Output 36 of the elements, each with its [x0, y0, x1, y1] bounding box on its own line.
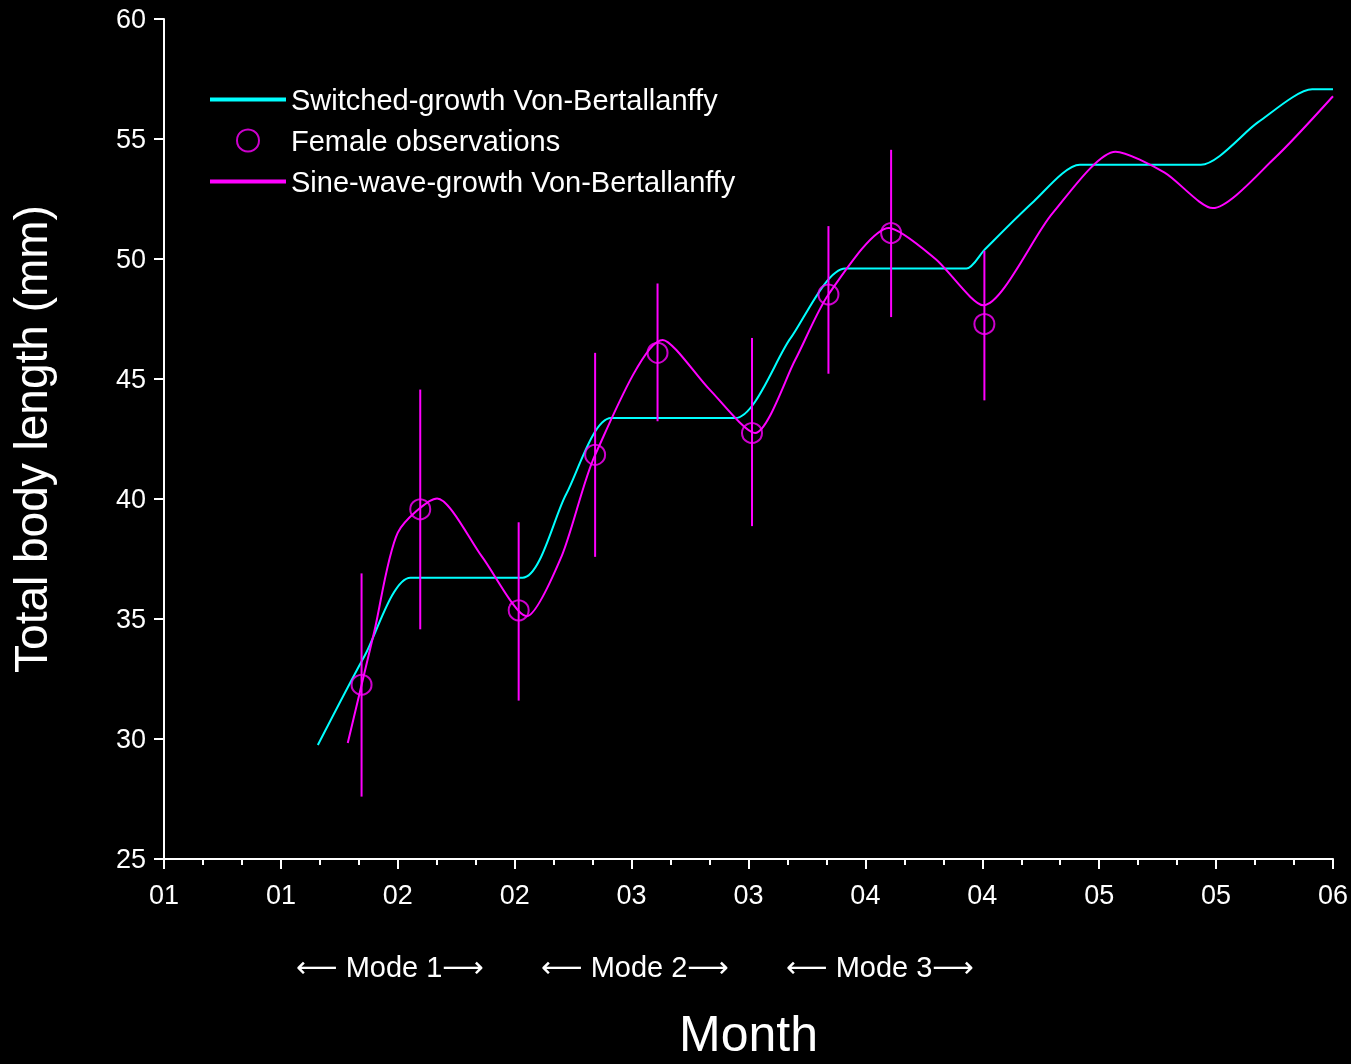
legend-label: Sine-wave-growth Von-Bertallanffy — [291, 165, 736, 198]
y-tick-label: 50 — [115, 244, 146, 274]
x-tick-label: 03 — [733, 879, 764, 910]
y-tick-label: 40 — [115, 484, 146, 514]
point — [584, 443, 607, 466]
point — [409, 498, 432, 521]
x-tick-label: 06 — [1317, 879, 1349, 910]
x-axis-title: Month — [679, 1006, 818, 1062]
x-tick-label: 04 — [967, 879, 998, 910]
legend-label: Switched-growth Von-Bertallanffy — [291, 83, 719, 116]
x-tick-label: 02 — [499, 879, 530, 910]
text: ⟵ Mode 3⟶ — [786, 950, 974, 983]
y-tick-label: 55 — [115, 124, 146, 154]
text: ⟵ Mode 1⟶ — [296, 950, 484, 983]
point — [741, 422, 763, 444]
point — [646, 341, 669, 364]
x-tick-label: 01 — [148, 879, 180, 910]
y-tick-label: 25 — [115, 844, 146, 874]
x-tick-label: 02 — [382, 879, 413, 910]
x-tick-label: 04 — [850, 879, 881, 910]
text: ⟵ Mode 2⟶ — [541, 950, 729, 983]
y-axis-title: Total body length (mm) — [5, 205, 57, 673]
point — [817, 283, 840, 306]
y-tick-label: 45 — [115, 364, 146, 394]
legend-label: Female observations — [291, 124, 561, 157]
y-tick-label: 30 — [115, 724, 146, 754]
x-tick-label: 05 — [1201, 879, 1232, 910]
x-tick-label: 05 — [1084, 879, 1115, 910]
x-tick-label: 01 — [265, 879, 296, 910]
point — [350, 673, 373, 696]
x-tick-label: 03 — [616, 879, 647, 910]
point — [973, 313, 996, 336]
y-tick-label: 60 — [115, 4, 146, 34]
point — [880, 222, 903, 245]
point — [507, 599, 530, 622]
y-tick-label: 35 — [115, 604, 146, 634]
